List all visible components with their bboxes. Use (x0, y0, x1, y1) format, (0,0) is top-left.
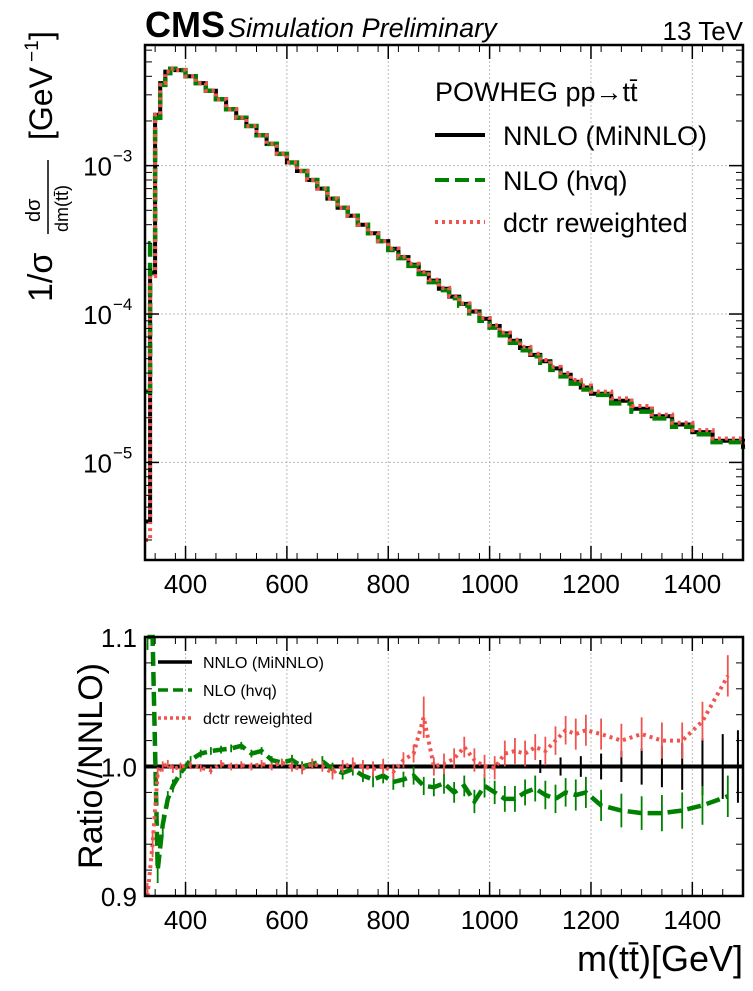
legend-label-nnlo: NNLO (MiNNLO) (503, 121, 707, 151)
ratio-legend: NNLO (MiNNLO) NLO (hvq) dctr reweighted (158, 655, 324, 728)
ratio-xtick-label: 1000 (461, 905, 519, 935)
ratio-xtick-label: 1200 (562, 905, 620, 935)
ratio-xtick-label: 800 (367, 905, 410, 935)
ylabel-unit: [GeV (23, 66, 59, 140)
ratio-ytick-label: 1.1 (101, 623, 137, 653)
main-xtick-label: 600 (265, 569, 308, 599)
ratio-plot-panel: 400 600 800 1000 1200 1400 0.9 1.0 1.1 (101, 623, 745, 935)
svg-text:1/σ: 1/σ (22, 253, 60, 302)
ratio-series-nlo (147, 634, 729, 871)
main-ytick-exp: −3 (113, 147, 132, 166)
ratio-ylabel: Ratio(/NNLO) (72, 663, 110, 869)
main-ytick-label: 10 (83, 152, 112, 182)
legend-label-dctr: dctr reweighted (503, 208, 688, 238)
main-xtick-label: 1400 (663, 569, 721, 599)
legend-title: POWHEG pp→tt̄ (435, 77, 638, 107)
main-ytick-label: 10 (83, 300, 112, 330)
ratio-xtick-label: 1400 (663, 905, 721, 935)
main-xtick-label: 400 (164, 569, 207, 599)
cms-sublabel: Simulation Preliminary (228, 13, 498, 43)
main-ytick-exp: −4 (113, 295, 132, 314)
legend-label-nlo: NLO (hvq) (503, 166, 628, 196)
main-grid (145, 45, 743, 560)
ratio-series-dctr (145, 674, 730, 897)
ratio-xtick-label: 400 (164, 905, 207, 935)
main-ytick-exp: −5 (113, 443, 132, 462)
main-curves (145, 66, 746, 542)
main-xtick-label: 1000 (461, 569, 519, 599)
energy-label: 13 TeV (663, 16, 744, 46)
ratio-legend-label-nlo: NLO (hvq) (203, 683, 277, 700)
ratio-xtick-label: 600 (265, 905, 308, 935)
ylabel-prefix: 1/σ (22, 253, 60, 302)
ratio-ticks: 400 600 800 1000 1200 1400 0.9 1.0 1.1 (101, 623, 743, 935)
main-plot-frame (143, 43, 745, 562)
ratio-curves (145, 634, 743, 897)
ratio-legend-label-nnlo: NNLO (MiNNLO) (203, 655, 324, 672)
main-legend: POWHEG pp→tt̄ NNLO (MiNNLO) NLO (hvq) dc… (435, 77, 707, 238)
ratio-ytick-label: 0.9 (101, 882, 137, 912)
x-axis-label: m(tt̄)[GeV] (577, 938, 743, 979)
ratio-ytick-label: 1.0 (101, 753, 137, 783)
main-series-dctr (145, 66, 745, 542)
ratio-plot-frame (143, 635, 745, 898)
ylabel-close: ] (23, 31, 59, 40)
ylabel-exp: −1 (22, 40, 43, 62)
ylabel-den: dm(tt̄) (52, 185, 72, 232)
ratio-legend-label-dctr: dctr reweighted (203, 711, 312, 728)
ylabel-num: dσ (23, 198, 45, 222)
cms-label: CMS (145, 4, 225, 45)
main-xtick-label: 800 (367, 569, 410, 599)
main-ytick-label: 10 (83, 448, 112, 478)
main-xtick-label: 1200 (562, 569, 620, 599)
main-ylabel: 1/σ dσ dm(tt̄) [GeV −1 ] (22, 31, 72, 302)
